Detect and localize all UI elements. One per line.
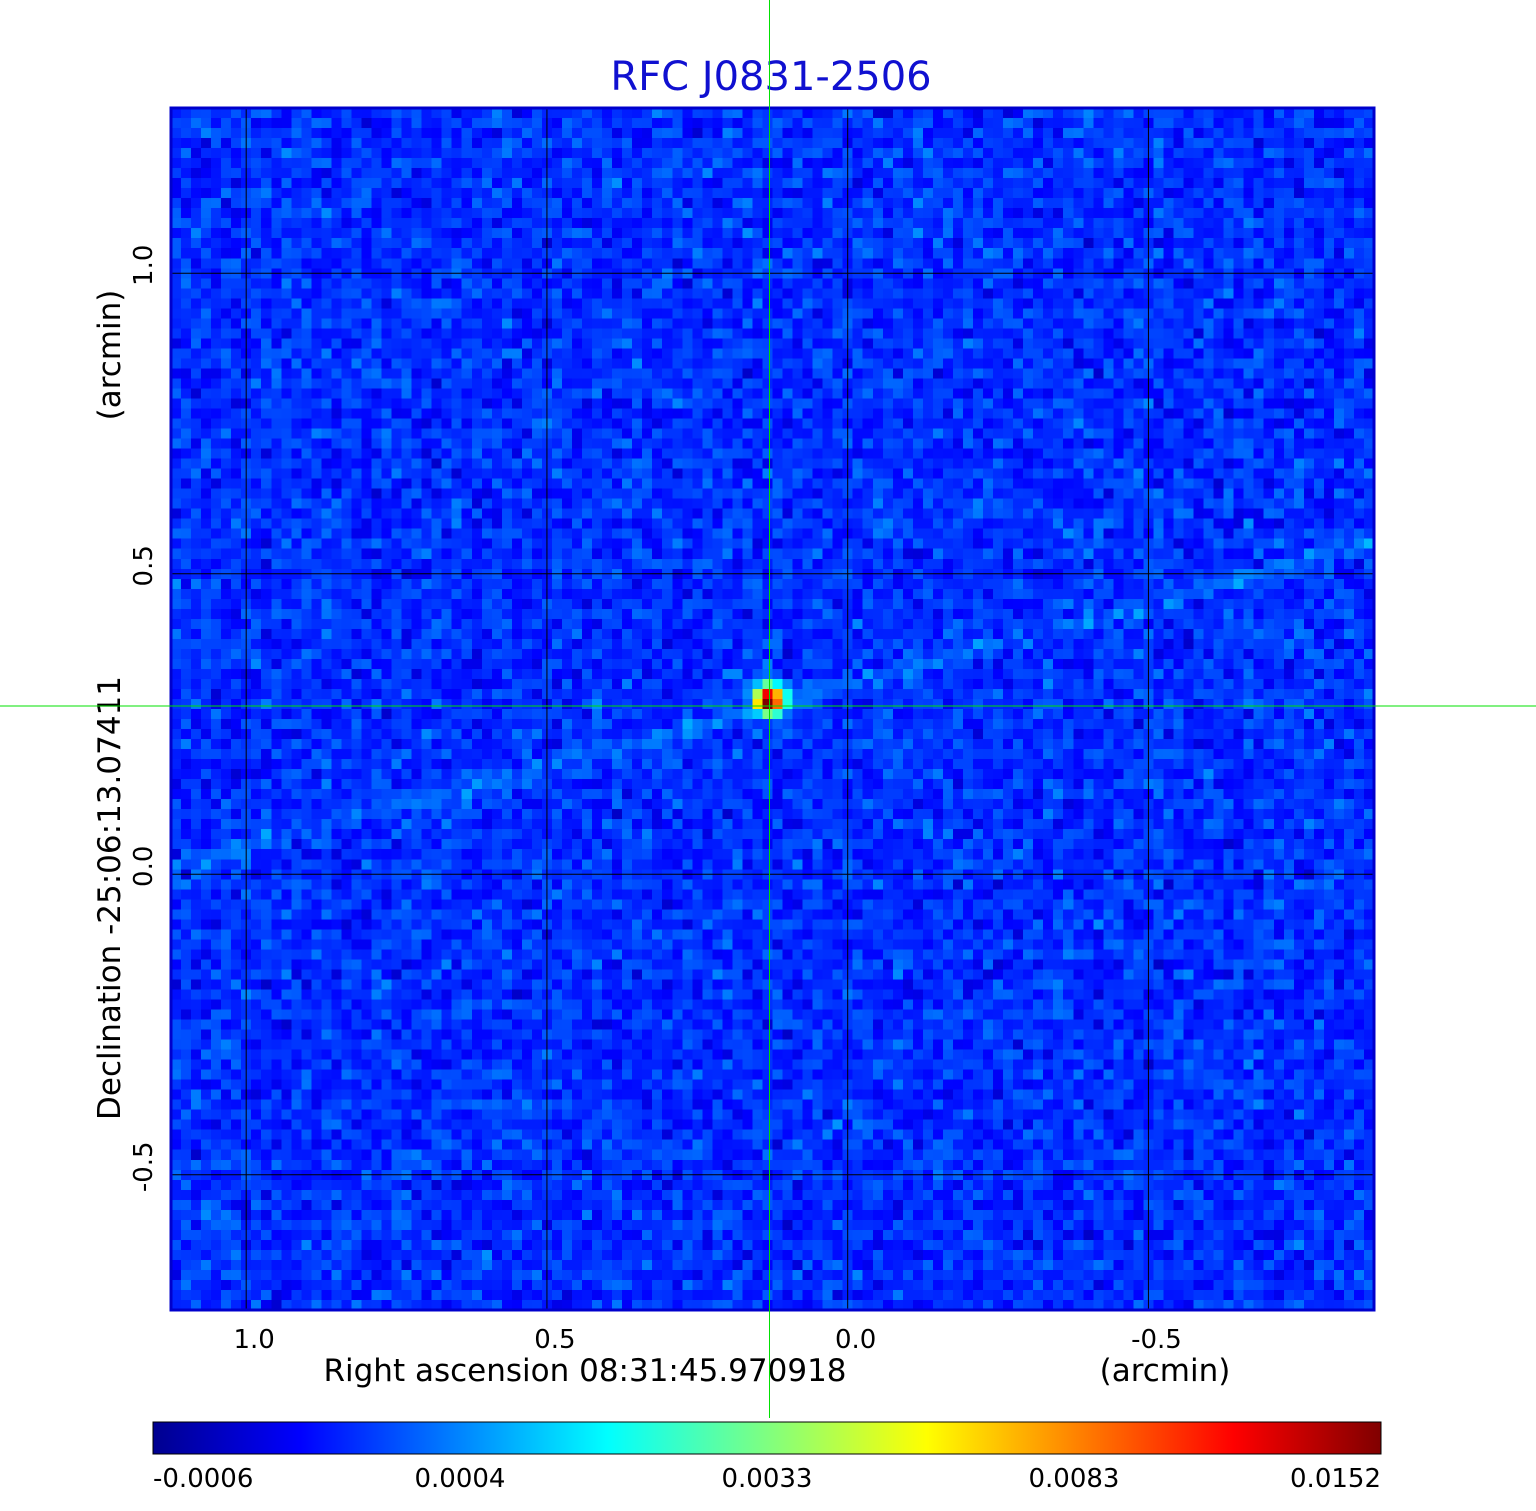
y-axis-unit: (arcmin) [92,290,128,421]
y-tick-label: 1.0 [129,245,159,286]
x-tick-label: 0.0 [835,1325,876,1355]
colorbar-tick-label: 0.0033 [722,1464,813,1494]
coordinate-grid [171,108,1374,1310]
crosshair [0,0,1536,1418]
chart-title: RFC J0831-2506 [610,54,931,100]
plot-frame [169,106,1376,1312]
colorbar [152,1421,1382,1455]
y-tick-labels: 1.0 0.5 0.0 -0.5 [129,245,159,1193]
intensity-raster [171,108,1374,1310]
y-tick-label: 0.5 [129,545,159,586]
x-axis-unit: (arcmin) [1100,1353,1231,1389]
x-tick-labels: 1.0 0.5 0.0 -0.5 [234,1325,1182,1355]
intensity-image [171,108,1374,1310]
y-tick-label: 0.0 [129,846,159,887]
x-axis-label: Right ascension 08:31:45.970918 [323,1353,846,1389]
y-tick-label: -0.5 [129,1141,159,1192]
colorbar-tick-label: 0.0152 [1290,1464,1381,1494]
colorbar-tick-label: 0.0083 [1029,1464,1120,1494]
x-tick-label: 0.5 [534,1325,575,1355]
x-tick-label: 1.0 [234,1325,275,1355]
x-tick-label: -0.5 [1131,1325,1182,1355]
colorbar-tick-label: 0.0004 [415,1464,506,1494]
y-axis-label: Declination -25:06:13.07411 [92,676,128,1120]
colorbar-tick-labels: -0.0006 0.0004 0.0033 0.0083 0.0152 [153,1464,1381,1494]
colorbar-tick-label: -0.0006 [153,1464,253,1494]
